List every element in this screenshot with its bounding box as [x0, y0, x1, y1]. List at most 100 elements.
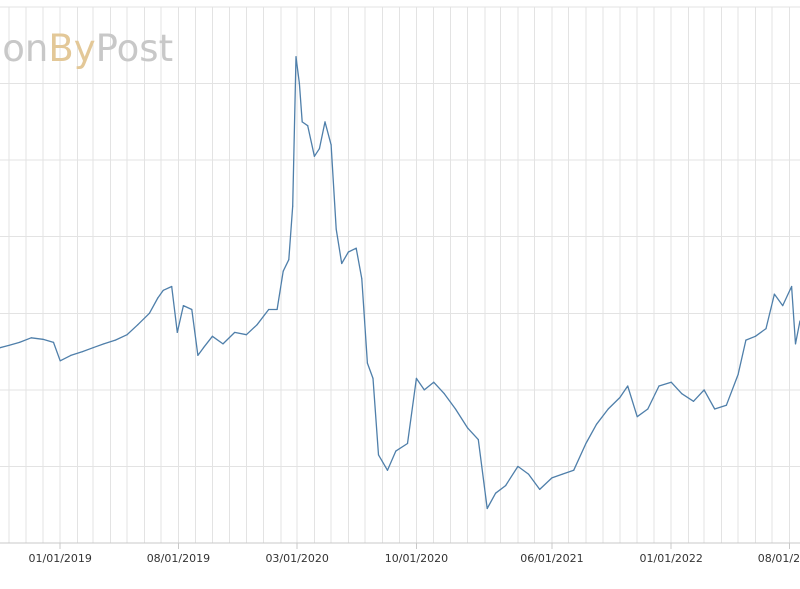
data-point — [573, 469, 575, 471]
data-point — [386, 469, 389, 471]
x-tick-label: 01/01/2019 — [29, 552, 92, 565]
data-point — [268, 308, 270, 311]
data-point — [341, 262, 343, 265]
data-point — [126, 334, 128, 336]
data-point — [505, 484, 507, 487]
data-point — [551, 477, 553, 479]
data-point — [361, 278, 363, 280]
data-point — [335, 228, 337, 230]
data-point — [318, 148, 321, 150]
data-point — [377, 454, 380, 456]
data-point — [495, 492, 497, 494]
data-point — [42, 338, 44, 340]
x-tick-label: 03/01/2020 — [265, 552, 328, 565]
data-point — [433, 381, 435, 383]
data-point — [703, 389, 705, 391]
data-point — [202, 347, 205, 349]
data-point — [692, 400, 695, 402]
data-point — [222, 343, 224, 345]
data-point — [307, 125, 309, 127]
data-point — [176, 331, 178, 334]
data-point — [791, 285, 793, 288]
data-point — [527, 473, 530, 475]
data-point — [585, 442, 587, 445]
data-point — [794, 343, 797, 345]
data-point — [313, 155, 316, 157]
data-point — [647, 408, 649, 410]
x-tick-label: 06/01/2021 — [520, 552, 583, 565]
data-point — [423, 389, 425, 391]
data-point — [765, 328, 767, 330]
data-point — [681, 393, 683, 395]
grid-layer — [0, 6, 800, 543]
data-point — [191, 308, 193, 311]
data-point — [714, 408, 716, 410]
data-point — [486, 507, 488, 510]
data-point — [454, 408, 457, 410]
watermark-logo: ionByPost — [0, 27, 173, 70]
data-point — [627, 385, 629, 387]
data-point — [0, 347, 1, 349]
data-point — [59, 360, 61, 362]
data-point — [282, 270, 284, 272]
x-tick-label: 01/01/2022 — [640, 552, 703, 565]
data-point — [137, 324, 139, 326]
data-point — [52, 341, 55, 343]
data-point — [395, 450, 397, 452]
data-point — [539, 488, 541, 490]
data-point — [182, 305, 185, 307]
data-point — [745, 339, 747, 341]
data-point — [18, 341, 21, 343]
data-point — [301, 121, 303, 123]
watermark-part-1: ion — [0, 27, 48, 70]
data-point — [256, 324, 258, 326]
data-point — [330, 144, 332, 146]
data-point — [561, 473, 564, 475]
data-point — [92, 347, 94, 349]
data-point — [245, 334, 248, 336]
x-tick-label: 08/01/2022 — [758, 552, 800, 565]
series-layer — [0, 56, 800, 510]
data-point — [737, 373, 739, 376]
data-point — [298, 82, 300, 85]
data-point — [658, 385, 660, 387]
data-point — [477, 439, 479, 441]
data-point — [81, 350, 84, 353]
data-point — [288, 259, 290, 261]
data-point — [773, 293, 775, 295]
data-point — [30, 337, 32, 339]
data-point — [725, 404, 728, 406]
data-point — [148, 312, 151, 314]
x-axis: 01/01/2019 08/01/2019 03/01/2020 10/01/2020… — [0, 542, 800, 565]
data-point — [171, 285, 173, 288]
data-point — [406, 442, 409, 445]
data-point — [295, 56, 297, 58]
data-point — [70, 354, 72, 356]
data-point — [324, 121, 326, 123]
data-point — [114, 339, 117, 341]
data-point — [372, 377, 374, 379]
data-point — [347, 251, 350, 253]
data-point — [197, 354, 199, 356]
data-point — [157, 297, 159, 299]
data-point — [276, 308, 278, 311]
data-point — [619, 396, 621, 399]
data-point — [8, 344, 10, 347]
data-point — [670, 381, 672, 383]
data-point — [443, 393, 445, 395]
data-point — [355, 247, 357, 249]
watermark-part-3: Post — [96, 27, 173, 70]
data-point — [517, 465, 519, 468]
watermark-part-2: By — [48, 27, 95, 70]
data-point — [782, 305, 784, 307]
data-point — [211, 335, 214, 337]
data-point — [636, 416, 638, 418]
data-point — [366, 362, 368, 364]
data-point — [415, 377, 418, 379]
x-tick-label: 08/01/2019 — [147, 552, 210, 565]
data-point — [103, 343, 105, 345]
data-point — [607, 408, 609, 410]
data-point — [234, 331, 236, 334]
data-point — [754, 335, 757, 337]
